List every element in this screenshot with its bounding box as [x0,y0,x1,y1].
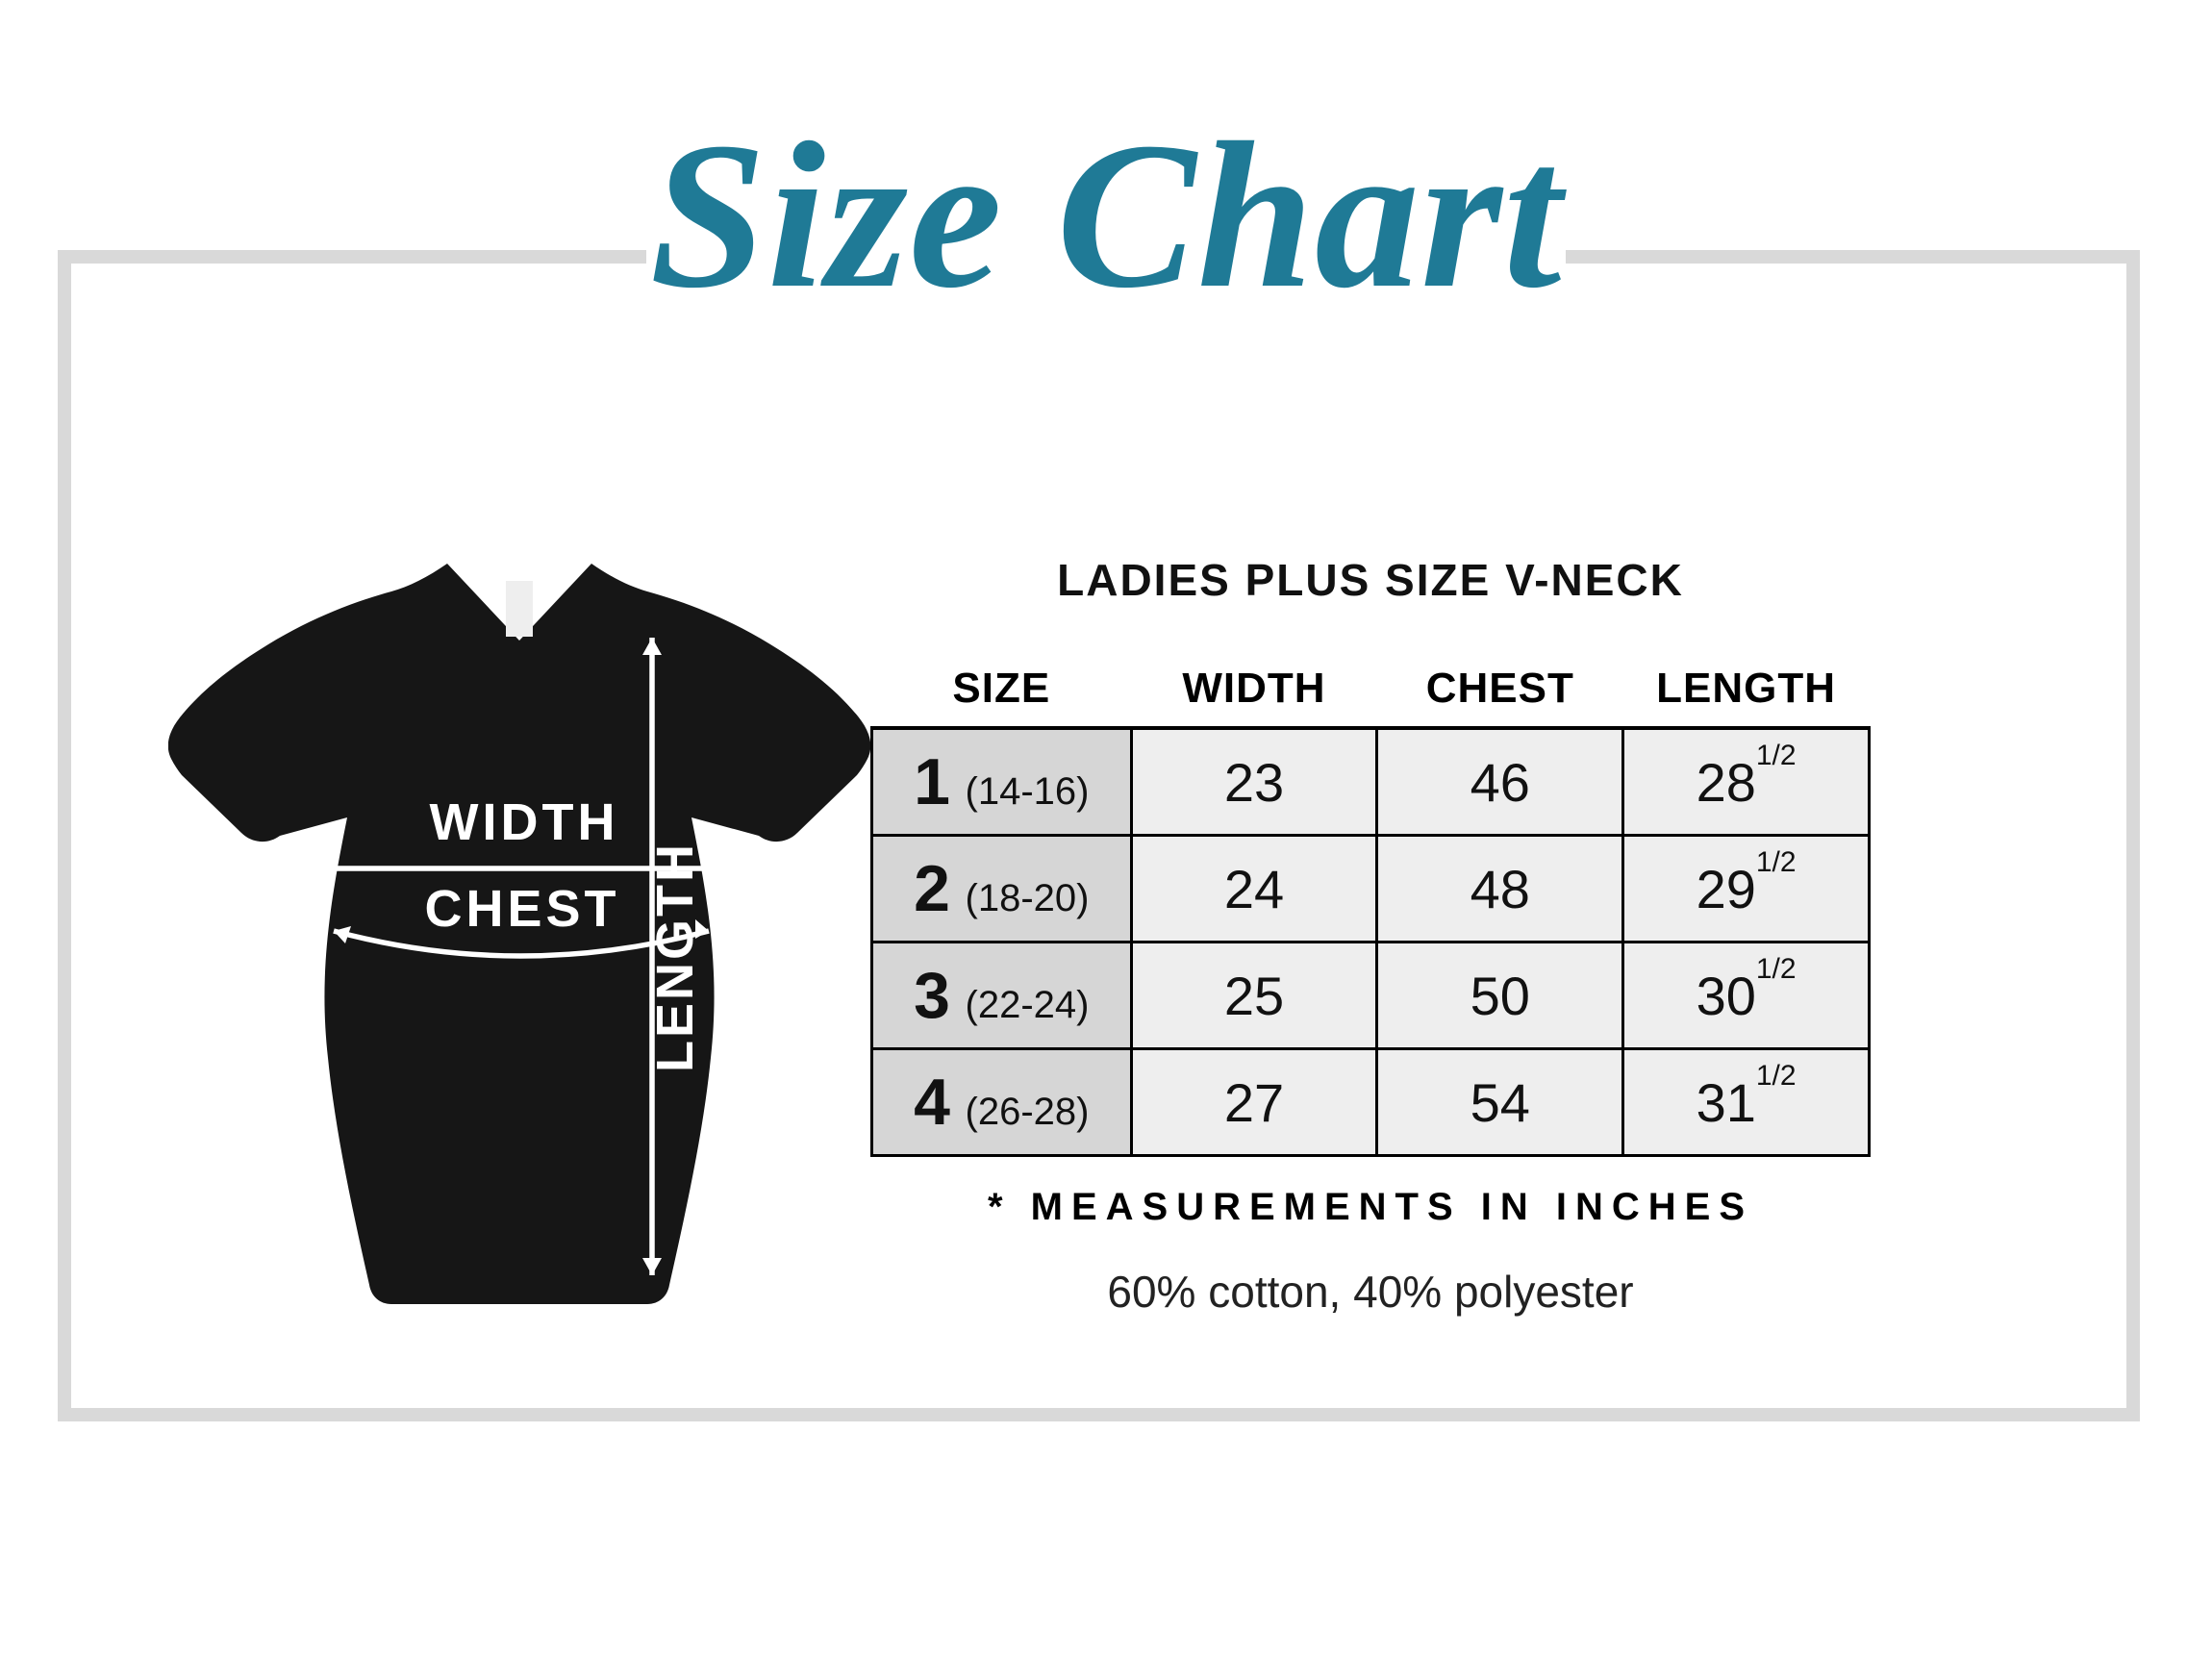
svg-text:CHEST: CHEST [424,880,619,938]
svg-text:LENGTH: LENGTH [646,842,704,1072]
svg-text:WIDTH: WIDTH [430,793,619,851]
